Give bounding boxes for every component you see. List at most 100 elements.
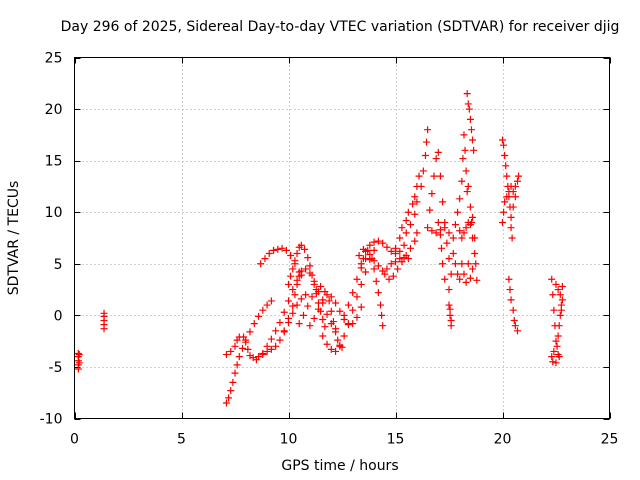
data-point [396, 247, 404, 255]
data-point [424, 224, 432, 232]
data-point [366, 251, 374, 259]
data-point [501, 198, 509, 206]
data-point [464, 182, 472, 190]
data-point [465, 105, 473, 113]
data-point [434, 219, 442, 227]
data-point [289, 309, 297, 317]
data-point [449, 234, 457, 242]
data-point [370, 257, 378, 265]
data-point [336, 342, 344, 350]
data-point [344, 301, 352, 309]
data-point [222, 399, 230, 407]
x-tick-label: 10 [280, 432, 298, 448]
data-point [413, 198, 421, 206]
data-point [436, 231, 444, 239]
data-point [554, 332, 562, 340]
data-point [370, 246, 378, 254]
data-point [250, 320, 258, 328]
data-point [287, 252, 295, 260]
data-series [74, 90, 566, 407]
data-point [509, 306, 517, 314]
data-point [469, 213, 477, 221]
data-point [469, 265, 477, 273]
data-point [304, 254, 312, 262]
data-point [456, 195, 464, 203]
data-point [434, 148, 442, 156]
data-point [419, 167, 427, 175]
data-point [464, 100, 472, 108]
data-point [332, 347, 340, 355]
data-point [550, 347, 558, 355]
data-point [509, 203, 517, 211]
data-point [280, 327, 288, 335]
data-point [454, 270, 462, 278]
data-point [385, 275, 393, 283]
data-point [467, 219, 475, 227]
data-point [392, 258, 399, 266]
data-point [319, 332, 327, 340]
data-point [310, 277, 318, 285]
data-point [349, 306, 357, 314]
data-point [550, 306, 558, 314]
data-point [231, 369, 239, 377]
data-point [411, 237, 419, 245]
data-point [295, 320, 303, 328]
data-point [387, 260, 395, 268]
data-point [451, 260, 459, 268]
data-point [462, 278, 470, 286]
data-point [377, 301, 385, 309]
data-point [287, 272, 295, 280]
data-point [463, 188, 471, 196]
data-point [467, 126, 475, 134]
data-point [553, 342, 561, 350]
data-point [460, 229, 468, 237]
data-point [387, 247, 395, 255]
data-point [411, 210, 419, 218]
data-point [362, 255, 370, 263]
data-point [246, 328, 254, 336]
data-point [327, 307, 335, 315]
x-tick-label: 20 [494, 432, 512, 448]
data-point [473, 276, 481, 284]
data-point [319, 315, 327, 323]
data-point [329, 318, 337, 326]
data-point [257, 260, 265, 268]
data-point [295, 272, 303, 280]
y-axis-label: SDTVAR / TECUs [6, 181, 22, 296]
data-point [263, 342, 271, 350]
data-point [261, 255, 269, 263]
x-tick-label: 0 [70, 432, 79, 448]
data-point [259, 350, 267, 358]
data-point [74, 365, 82, 373]
data-point [289, 286, 297, 294]
data-point [75, 351, 83, 359]
data-point [398, 224, 406, 232]
data-point [436, 172, 444, 180]
data-point [227, 387, 235, 395]
data-point [267, 335, 275, 343]
data-point [304, 302, 312, 310]
data-point [291, 291, 299, 299]
data-point [396, 234, 404, 242]
data-point [466, 115, 474, 123]
data-point [430, 172, 438, 180]
data-point [557, 306, 565, 314]
data-point [306, 269, 314, 277]
data-point [406, 244, 414, 252]
data-point [441, 275, 449, 283]
chart-title: Day 296 of 2025, Sidereal Day-to-day VTE… [61, 19, 620, 35]
data-point [417, 182, 425, 190]
data-point [556, 311, 564, 319]
data-point [364, 246, 372, 254]
data-point [549, 358, 557, 366]
data-point [374, 237, 382, 245]
data-point [381, 270, 389, 278]
y-tick-label: -5 [49, 360, 63, 376]
data-point [340, 332, 348, 340]
data-point [302, 291, 310, 299]
data-point [446, 305, 454, 313]
data-point [308, 293, 316, 301]
data-point [272, 327, 280, 335]
data-point [344, 320, 352, 328]
data-point [357, 303, 365, 311]
